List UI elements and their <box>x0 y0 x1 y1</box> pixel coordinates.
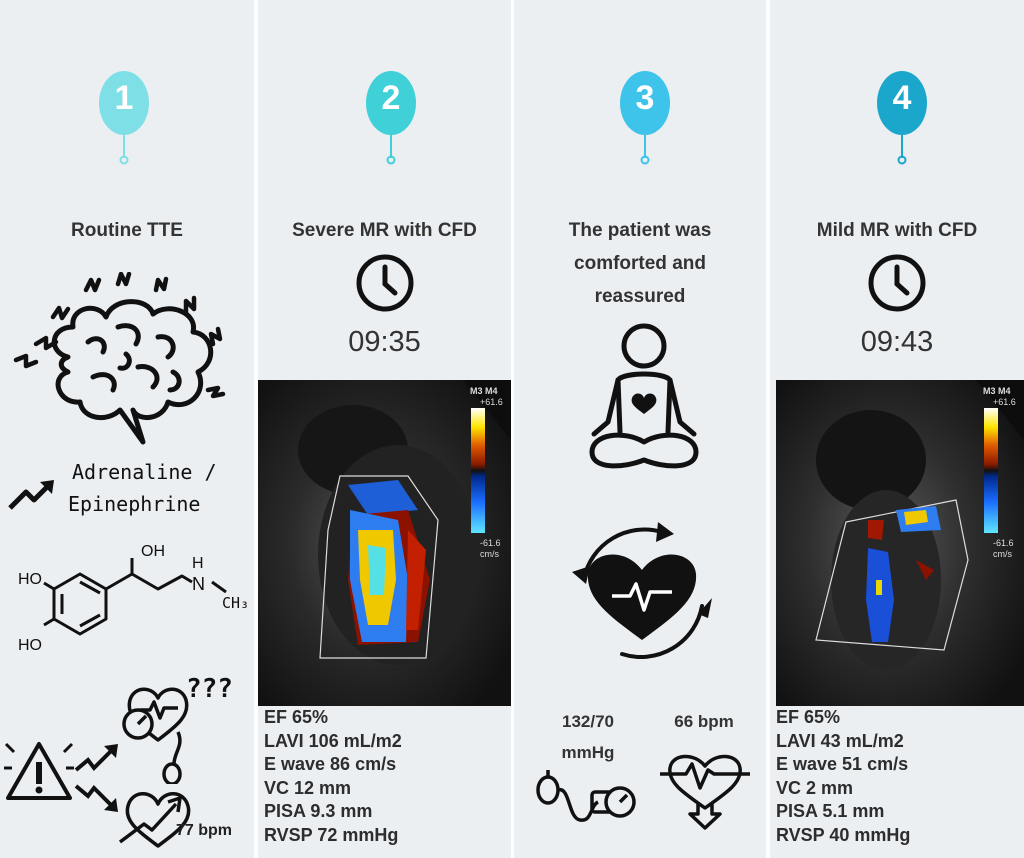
step-pin-3: 3 <box>619 70 671 166</box>
trend-up-icon <box>8 480 54 510</box>
question-marks: ??? <box>186 674 233 704</box>
step-title: Severe MR with CFD <box>292 220 477 241</box>
metric-vc: VC 2 mm <box>776 777 854 798</box>
mol-ho-2: HO <box>18 637 42 654</box>
scale-bottom: -61.6 <box>480 538 501 548</box>
epinephrine-molecule: OH HO HO H N CH₃ <box>18 543 249 654</box>
balloon-marker-icon <box>620 71 670 165</box>
zigzag-arrow-up-icon <box>74 744 118 772</box>
step-title-line1: The patient was <box>568 220 712 241</box>
metric-e-wave: E wave 51 cm/s <box>776 754 909 774</box>
heart-cycle-icon <box>572 522 712 659</box>
bp-reading: 132/70 <box>562 712 614 731</box>
step-panel-3: 3 The patient was comforted and reassure… <box>514 0 766 858</box>
step-title: Mild MR with CFD <box>816 220 978 241</box>
heart-rate-up-icon <box>118 792 191 848</box>
heart-rate-value: 77 bpm <box>176 822 233 839</box>
clock-icon <box>868 254 926 312</box>
step-number: 2 <box>381 79 401 117</box>
step-panel-1: 1 Routine TTE Adrenaline <box>0 0 254 858</box>
metric-e-wave: E wave 86 cm/s <box>264 754 397 774</box>
metrics-list: EF 65% LAVI 43 mL/m2 E wave 51 cm/s VC 2… <box>776 706 910 847</box>
metric-vc: VC 12 mm <box>264 777 352 798</box>
step-title: The patient was comforted and reassured <box>514 214 766 313</box>
step-title: Routine TTE <box>71 220 183 241</box>
step-panel-4: 4 Mild MR with CFD 09:43 <box>770 0 1024 858</box>
step-pin-4: 4 <box>876 70 928 166</box>
balloon-marker-icon <box>366 71 416 165</box>
mol-h: H <box>192 555 204 572</box>
metric-rvsp: RVSP 40 mmHg <box>776 824 911 845</box>
warning-icon <box>4 742 74 800</box>
meditation-icon <box>589 323 699 469</box>
brain-icon <box>13 272 226 445</box>
step-number: 4 <box>892 79 912 117</box>
zigzag-arrow-down-icon <box>74 784 118 812</box>
balloon-marker-icon <box>99 71 149 165</box>
step-title-line3: reassured <box>594 286 686 307</box>
scale-top: +61.6 <box>993 397 1016 407</box>
hormone-label-line1: Adrenaline / <box>72 460 217 484</box>
metric-pisa: PISA 9.3 mm <box>264 801 373 821</box>
metric-pisa: PISA 5.1 mm <box>776 801 885 821</box>
mol-n: N <box>192 574 205 594</box>
heart-gauge-icon <box>122 687 189 784</box>
echo-image-mild-mr: M3 M4 +61.6 -61.6 cm/s <box>776 380 1024 706</box>
sphygmomanometer-icon <box>536 770 636 822</box>
scale-unit: cm/s <box>480 549 499 559</box>
metric-rvsp: RVSP 72 mmHg <box>264 824 399 845</box>
heart-rate-value: 66 bpm <box>674 712 734 731</box>
metric-ef: EF 65% <box>264 707 329 727</box>
hormone-label-line2: Epinephrine <box>68 492 201 516</box>
scale-bottom: -61.6 <box>993 538 1014 548</box>
step-pin-2: 2 <box>365 70 417 166</box>
heart-down-icon <box>660 754 750 830</box>
echo-image-severe-mr: M3 M4 +61.6 -61.6 cm/s <box>258 380 511 706</box>
step-number: 3 <box>635 79 655 117</box>
step-title-line2: comforted and <box>574 253 706 274</box>
step-pin-1: 1 <box>98 70 150 166</box>
timestamp: 09:35 <box>348 326 421 358</box>
metric-lavi: LAVI 43 mL/m2 <box>776 730 904 751</box>
mol-oh-top: OH <box>141 543 165 560</box>
balloon-marker-icon <box>877 71 927 165</box>
step-number: 1 <box>114 79 134 117</box>
mol-ho-1: HO <box>18 571 42 588</box>
mol-ch3: CH₃ <box>222 594 249 612</box>
timestamp: 09:43 <box>860 326 934 358</box>
scale-mode: M3 M4 <box>470 386 498 396</box>
blood-pressure-value: 132/70 mmHg <box>538 706 638 768</box>
metric-lavi: LAVI 106 mL/m2 <box>264 730 402 751</box>
scale-top: +61.6 <box>480 397 503 407</box>
bp-unit: mmHg <box>561 743 615 762</box>
metric-ef: EF 65% <box>776 707 841 727</box>
clock-icon <box>356 254 414 312</box>
metrics-list: EF 65% LAVI 106 mL/m2 E wave 86 cm/s VC … <box>264 706 402 847</box>
scale-mode: M3 M4 <box>983 386 1011 396</box>
step-panel-2: 2 Severe MR with CFD 09:35 <box>258 0 511 858</box>
scale-unit: cm/s <box>993 549 1012 559</box>
